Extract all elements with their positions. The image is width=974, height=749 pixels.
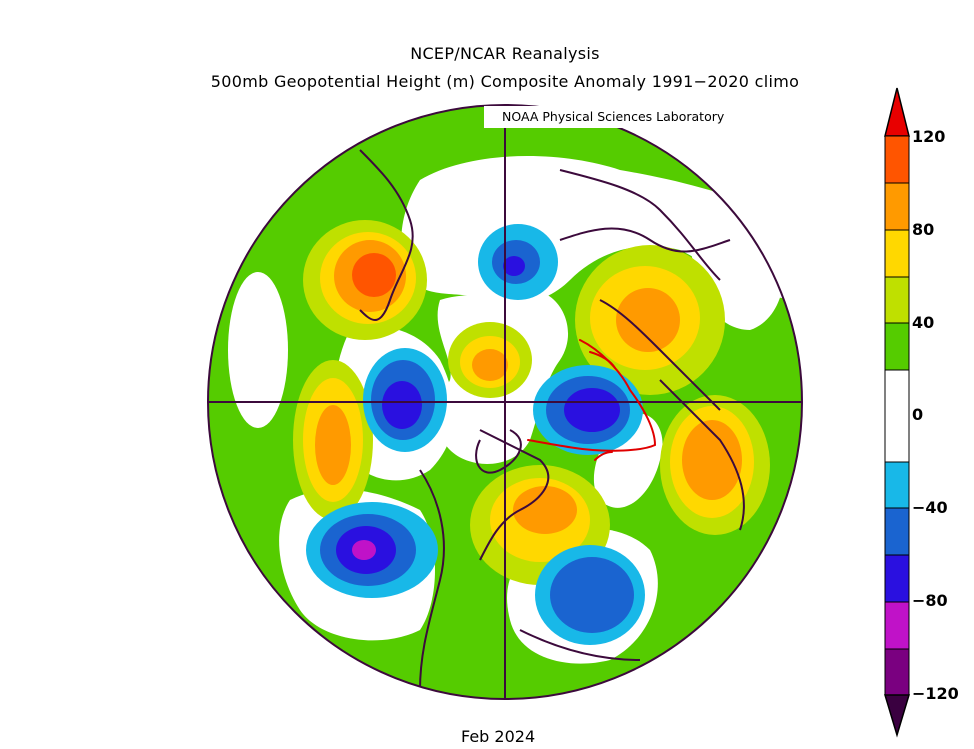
ridge-core-northwest (352, 253, 396, 297)
neutral-cell-pacific (228, 272, 288, 428)
colorbar-label-m120: −120 (912, 684, 959, 703)
colorbar-label-0: 0 (912, 405, 924, 424)
ridge-inner-polar (472, 349, 508, 381)
map-title: NCEP/NCAR Reanalysis (410, 44, 600, 63)
colorbar-arrow-top (884, 87, 910, 137)
colorbar-label-m80: −80 (912, 591, 948, 610)
colorbar-cell-m100-m120 (884, 648, 910, 696)
colorbar-label-80: 80 (912, 220, 935, 239)
colorbar-label-m40: −40 (912, 498, 948, 517)
colorbar-label-40: 40 (912, 313, 935, 332)
colorbar-cell-40-60 (884, 276, 910, 324)
red-annotation-scribble (527, 339, 657, 461)
trough-mid-atlantic (550, 557, 634, 633)
colorbar-cell-m80-m100 (884, 601, 910, 650)
anomaly-field (208, 105, 802, 699)
coastlines (359, 149, 745, 691)
colorbar-label-120: 120 (912, 127, 946, 146)
ridge-inner-americas (513, 486, 577, 534)
date-label: Feb 2024 (461, 727, 536, 746)
colorbar-cell-20-40 (884, 322, 910, 371)
colorbar-cell-m40-m60 (884, 507, 910, 556)
trough-peak-north-pacific (352, 540, 376, 560)
trough-core-arctic (503, 256, 525, 276)
ridge-inner-asia (682, 420, 742, 500)
map-boundary (207, 104, 803, 700)
colorbar-cell-m60-m80 (884, 554, 910, 603)
colorbar-arrow-bottom (883, 694, 911, 738)
trough-core-greenland (564, 388, 620, 432)
ridge-inner-pacific (315, 405, 351, 485)
colorbar-cell-neutral (884, 369, 910, 463)
map-subtitle: 500mb Geopotential Height (m) Composite … (210, 72, 800, 91)
trough-core-siberia (382, 381, 422, 429)
colorbar-cell-m20-m40 (884, 461, 910, 509)
colorbar (883, 87, 911, 738)
credit-banner: NOAA Physical Sciences Laboratory (484, 106, 804, 128)
colorbar-cell-100-120 (884, 135, 910, 184)
ridge-inner-europe (616, 288, 680, 352)
colorbar-cell-60-80 (884, 229, 910, 278)
colorbar-cell-80-100 (884, 182, 910, 231)
